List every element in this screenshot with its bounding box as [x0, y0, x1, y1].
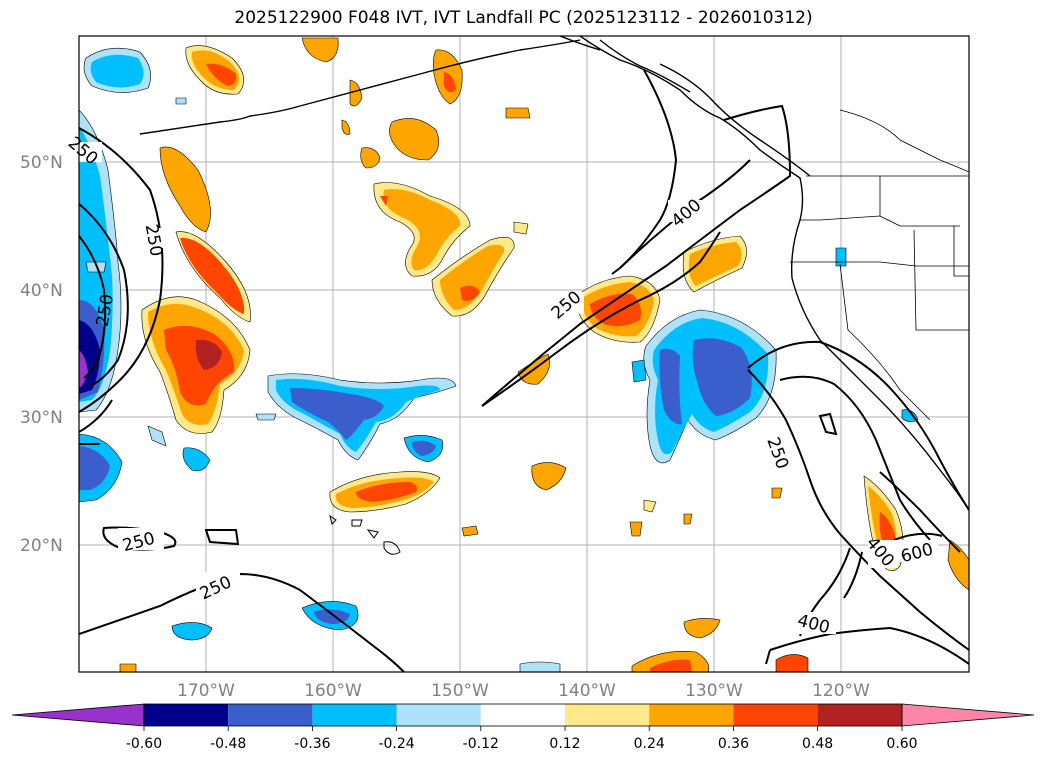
- lon-label-140w: 140°W: [558, 681, 616, 701]
- colorbar-extend-low: [11, 703, 145, 727]
- islands: [329, 514, 401, 555]
- lon-label-170w: 170°W: [177, 681, 235, 701]
- colorbar-tick-label: -0.36: [294, 736, 330, 752]
- colorbar-tick-label: -0.48: [210, 736, 246, 752]
- longitude-labels: 170°W 160°W 150°W 140°W 130°W 120°W: [177, 681, 870, 701]
- political-borders: [790, 109, 969, 421]
- map-title: 2025122900 F048 IVT, IVT Landfall PC (20…: [234, 8, 813, 28]
- colorbar-tick-label: 0.24: [634, 736, 665, 752]
- coastlines: [139, 36, 969, 511]
- colorbar-tick-label: 0.60: [886, 736, 917, 752]
- colorbar-seg-3: [312, 704, 397, 726]
- colorbar-seg-2: [228, 704, 313, 726]
- lon-label-150w: 150°W: [431, 681, 489, 701]
- lat-label-40n: 40°N: [20, 281, 63, 301]
- lat-label-50n: 50°N: [20, 153, 63, 173]
- colorbar-tick-label: 0.48: [802, 736, 833, 752]
- colorbar-seg-6: [565, 704, 650, 726]
- latitude-labels: 50°N 40°N 30°N 20°N: [20, 153, 63, 556]
- colorbar-seg-8: [733, 704, 818, 726]
- colorbar-seg-9: [817, 704, 902, 726]
- pos-blob-2: [159, 146, 211, 233]
- colorbar-tick-label: -0.12: [463, 736, 499, 752]
- colorbar-tick-label: -0.24: [378, 736, 414, 752]
- colorbar-extend-high: [901, 703, 1035, 727]
- lon-label-120w: 120°W: [812, 681, 870, 701]
- colorbar-seg-1: [144, 704, 229, 726]
- lat-label-20n: 20°N: [20, 536, 63, 556]
- colorbar-seg-5: [480, 704, 565, 726]
- lat-label-30n: 30°N: [20, 408, 63, 428]
- colorbar-tick-label: 0.36: [718, 736, 749, 752]
- colorbar: -0.60 -0.48 -0.36 -0.24 -0.12 0.12 0.24 …: [11, 703, 1035, 752]
- map-frame: [78, 35, 970, 673]
- colorbar-tick-label: -0.60: [126, 736, 162, 752]
- lon-label-160w: 160°W: [304, 681, 362, 701]
- lon-label-130w: 130°W: [685, 681, 743, 701]
- colorbar-seg-4: [396, 704, 481, 726]
- colorbar-seg-7: [649, 704, 734, 726]
- colorbar-tick-label: 0.12: [549, 736, 580, 752]
